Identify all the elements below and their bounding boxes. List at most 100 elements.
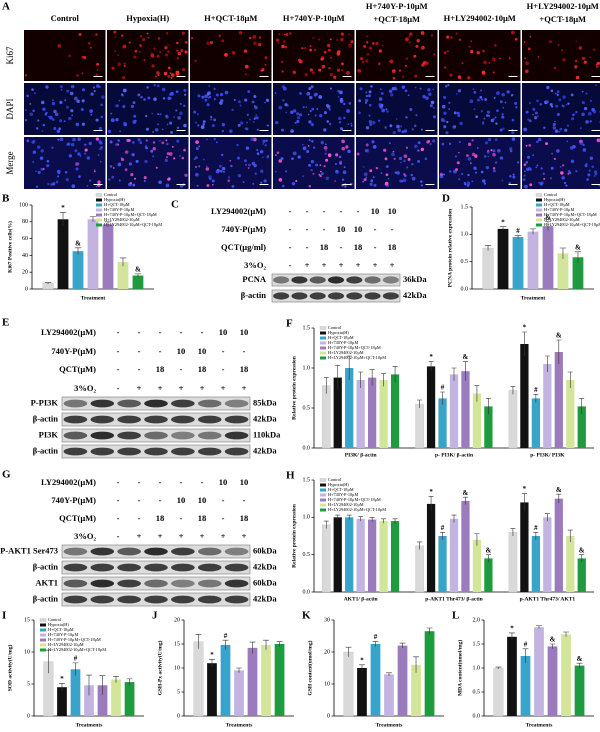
cell-dot — [457, 114, 461, 117]
cell-dot — [591, 165, 595, 169]
cell-dot — [92, 86, 96, 89]
cell-dot — [494, 116, 497, 119]
cell-dot — [350, 124, 353, 127]
cell-dot — [258, 43, 262, 47]
y-tick-label: 20 — [324, 649, 330, 655]
scale-bar — [342, 130, 352, 131]
cell-dot — [286, 104, 289, 107]
blot-band — [90, 595, 115, 604]
cell-dot — [93, 90, 96, 93]
cell-dot — [140, 45, 142, 48]
cell-dot — [26, 94, 29, 98]
cell-dot — [537, 115, 539, 117]
cell-dot — [32, 161, 35, 163]
micrograph — [356, 83, 438, 135]
cell-dot — [128, 162, 132, 166]
cell-dot — [369, 123, 373, 126]
legend-swatch — [96, 213, 102, 217]
cell-dot — [255, 114, 258, 116]
cell-dot — [156, 84, 160, 88]
cell-dot — [110, 118, 115, 123]
error-bar — [544, 513, 550, 522]
cell-dot — [79, 155, 82, 157]
cell-dot — [81, 99, 85, 103]
treatment-cell: + — [322, 260, 327, 270]
cell-dot — [143, 58, 146, 61]
legend-label: Control — [328, 477, 342, 482]
treatment-cell: 10 — [219, 477, 228, 487]
cell-dot — [564, 128, 568, 132]
treatment-label: 3%O₂ — [244, 260, 266, 270]
treatment-cell: - — [243, 346, 246, 356]
cell-dot — [184, 40, 188, 44]
cell-dot — [499, 128, 503, 132]
cell-dot — [372, 120, 376, 125]
cell-dot — [525, 144, 528, 147]
significance-mark: # — [224, 632, 228, 640]
cell-dot — [25, 109, 27, 111]
bar — [379, 521, 388, 592]
error-bar — [358, 371, 364, 388]
legend-label: H+LY294002-10μM — [544, 217, 580, 222]
x-axis-label: Treatments — [76, 722, 103, 728]
cell-dot — [211, 179, 215, 183]
cell-dot — [534, 111, 538, 115]
cell-dot — [514, 37, 518, 41]
cell-dot — [575, 40, 578, 43]
band-label: P-AKT1 Ser473 — [0, 545, 58, 555]
cell-dot — [588, 169, 591, 172]
error-bar — [556, 493, 562, 504]
error-bar — [544, 355, 550, 372]
legend-label: H+LY294002-10μM+QCT-18μM — [544, 222, 600, 227]
y-axis-label: Ki67 Positive cells(%) — [6, 221, 13, 273]
cell-dot — [557, 43, 560, 46]
cell-dot — [388, 89, 393, 93]
bar — [390, 521, 400, 592]
panel-letter: C — [171, 199, 179, 211]
cell-dot — [260, 150, 264, 154]
blot-band — [90, 579, 115, 588]
band-size: 42kDa — [253, 445, 277, 455]
significance-mark: # — [534, 524, 538, 532]
cell-dot — [587, 111, 592, 116]
cell-dot — [559, 127, 563, 131]
legend-label: H+740Y-P-10μM+QCT-18μM — [48, 637, 101, 642]
treatment-cell: + — [339, 260, 344, 270]
cell-dot — [501, 179, 504, 182]
cell-dot — [308, 185, 312, 188]
cell-dot — [117, 104, 119, 107]
micrograph-bg — [190, 30, 272, 81]
micrograph — [273, 137, 355, 189]
y-tick-label: 0.0 — [303, 445, 311, 451]
cell-dot — [278, 105, 283, 110]
cell-dot — [318, 95, 323, 99]
cell-dot — [420, 128, 423, 131]
significance-mark: & — [75, 239, 81, 247]
cell-dot — [254, 106, 258, 110]
cell-dot — [473, 108, 476, 110]
blot-band — [63, 563, 88, 572]
bar — [261, 644, 271, 716]
cell-dot — [446, 50, 449, 53]
legend-swatch — [320, 336, 326, 340]
cell-dot — [567, 124, 569, 127]
cell-dot — [211, 124, 215, 128]
legend-swatch — [96, 198, 102, 202]
cell-dot — [176, 139, 180, 143]
cell-dot — [161, 128, 164, 131]
bar — [124, 682, 135, 716]
cell-dot — [41, 100, 45, 105]
bar — [554, 498, 563, 592]
cell-dot — [441, 142, 445, 146]
cell-dot — [553, 66, 557, 70]
cell-dot — [524, 170, 526, 173]
cell-dot — [401, 85, 406, 89]
cell-dot — [365, 91, 368, 94]
cell-dot — [251, 100, 255, 104]
scale-bar — [508, 130, 518, 131]
legend-swatch — [320, 341, 326, 345]
cell-dot — [467, 157, 472, 161]
significance-mark: * — [61, 204, 65, 212]
blot-band — [364, 276, 381, 284]
micrograph — [190, 30, 272, 81]
